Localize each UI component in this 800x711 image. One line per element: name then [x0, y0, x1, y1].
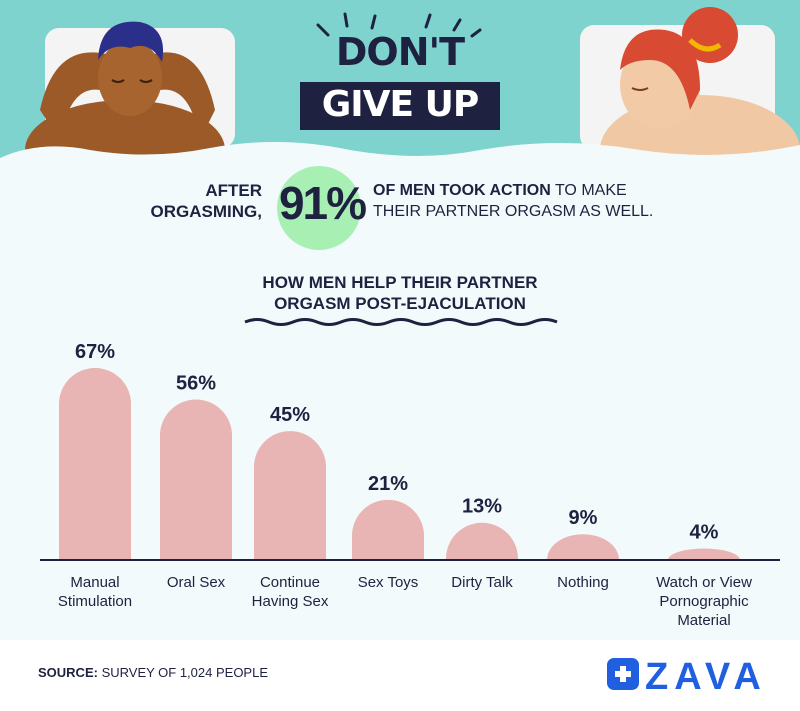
- zava-logo[interactable]: ZAVA: [605, 654, 775, 694]
- value-label-continue-having-sex: 45%: [270, 404, 310, 426]
- brand-name: ZAVA: [645, 656, 767, 694]
- stat-highlight-circle: [277, 166, 361, 250]
- bar-sex-toys: [352, 499, 424, 560]
- category-label-nothing: Nothing: [557, 574, 609, 591]
- category-label-watch-or-view-pornographic-material: Material: [677, 612, 730, 629]
- stat-left-line-2: ORGASMING,: [150, 202, 262, 221]
- category-label-watch-or-view-pornographic-material: Pornographic: [659, 593, 749, 610]
- source-note: SOURCE: SURVEY OF 1,024 PEOPLE: [38, 665, 268, 680]
- category-label-manual-stimulation: Manual: [70, 574, 119, 591]
- category-label-continue-having-sex: Having Sex: [252, 593, 329, 610]
- bar-watch-or-view-pornographic-material: [668, 548, 740, 560]
- value-label-dirty-talk: 13%: [462, 496, 502, 518]
- stat-right-line-1: TO MAKE: [550, 182, 627, 199]
- stat-value: 91%: [278, 177, 367, 229]
- chart-title-line-1: HOW MEN HELP THEIR PARTNER: [262, 273, 538, 292]
- stat-left-text: AFTER ORGASMING,: [140, 180, 262, 222]
- source-label: SOURCE:: [38, 665, 98, 680]
- bar-oral-sex: [160, 399, 232, 560]
- sparkles-icon: [316, 12, 482, 38]
- value-label-sex-toys: 21%: [368, 473, 408, 495]
- header-illustration: [0, 0, 800, 175]
- title-squiggle: [244, 318, 558, 326]
- stat-right-line-2: THEIR PARTNER ORGASM AS WELL.: [373, 203, 654, 220]
- source-text: SURVEY OF 1,024 PEOPLE: [97, 665, 269, 680]
- bar-manual-stimulation: [59, 368, 131, 560]
- value-label-nothing: 9%: [569, 507, 598, 529]
- category-label-dirty-talk: Dirty Talk: [451, 574, 513, 591]
- footer: [0, 640, 800, 711]
- stat-left-line-1: AFTER: [205, 181, 262, 200]
- chart-title: HOW MEN HELP THEIR PARTNER ORGASM POST-E…: [200, 272, 600, 314]
- stat-right-text: OF MEN TOOK ACTION TO MAKE THEIR PARTNER…: [373, 180, 703, 222]
- chart-title-line-2: ORGASM POST-EJACULATION: [274, 294, 526, 313]
- bar-dirty-talk: [446, 522, 518, 560]
- stat-right-bold: OF MEN TOOK ACTION: [373, 182, 551, 199]
- value-label-manual-stimulation: 67%: [75, 341, 115, 363]
- bar-chart: 67% Manual Stimulation 56% Oral Sex 45% Contin…: [40, 318, 780, 629]
- title-line-2: GIVE UP: [321, 84, 480, 125]
- category-label-sex-toys: Sex Toys: [358, 574, 419, 591]
- bar-nothing: [547, 534, 619, 560]
- bar-continue-having-sex: [254, 431, 326, 560]
- title-banner: [300, 82, 500, 130]
- category-label-manual-stimulation: Stimulation: [58, 593, 132, 610]
- title-line-1: DON'T: [335, 30, 465, 74]
- category-label-watch-or-view-pornographic-material: Watch or View: [656, 574, 752, 591]
- category-label-oral-sex: Oral Sex: [167, 574, 226, 591]
- category-label-continue-having-sex: Continue: [260, 574, 320, 591]
- value-label-watch-or-view-pornographic-material: 4%: [690, 522, 719, 544]
- value-label-oral-sex: 56%: [176, 373, 216, 395]
